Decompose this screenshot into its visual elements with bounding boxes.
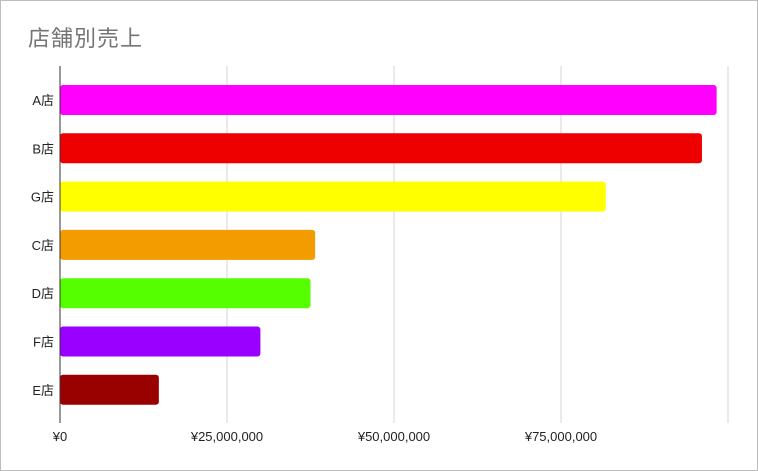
category-labels: A店 B店 G店 C店 D店 F店 E店 [31,93,54,398]
x-tick-label: ¥75,000,000 [524,429,597,444]
x-tick-label: ¥25,000,000 [190,429,263,444]
category-label: F店 [33,335,54,350]
bar-6[interactable] [60,326,261,357]
bar-4[interactable] [60,229,316,260]
bar-7[interactable] [60,374,159,405]
bar-5[interactable] [60,278,311,309]
x-tick-label: ¥0 [52,429,67,444]
chart-title: 店舗別売上 [28,27,144,52]
category-label: G店 [31,190,54,205]
category-label: D店 [32,286,54,301]
category-label: A店 [32,93,54,108]
category-label: E店 [32,383,54,398]
bar-2[interactable] [60,133,702,164]
bars [60,85,717,405]
bar-1[interactable] [60,85,717,115]
bar-3[interactable] [60,181,606,212]
x-tick-labels: ¥0 ¥25,000,000 ¥50,000,000 ¥75,000,000 [52,429,597,444]
category-label: C店 [32,238,54,253]
category-label: B店 [32,141,54,156]
x-tick-label: ¥50,000,000 [357,429,430,444]
